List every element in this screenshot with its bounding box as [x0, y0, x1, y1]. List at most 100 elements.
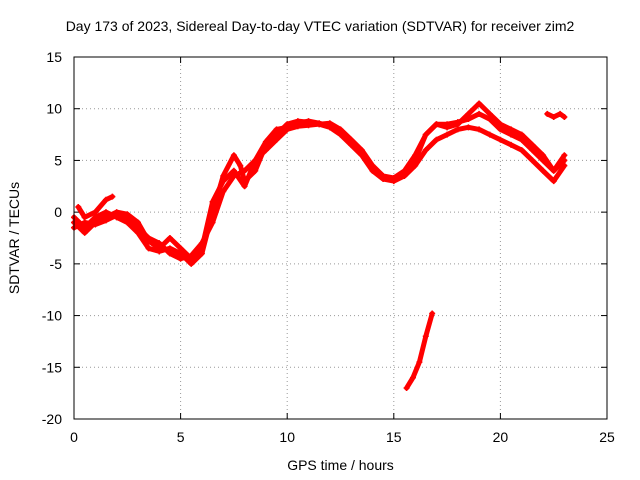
data-point	[81, 229, 88, 236]
data-point	[113, 214, 120, 221]
data-point	[444, 131, 451, 138]
data-point	[92, 214, 99, 221]
x-tick-label: 25	[599, 429, 615, 445]
data-point	[75, 203, 82, 210]
data-series	[71, 100, 568, 391]
y-tick-label: 10	[46, 101, 62, 117]
data-point	[273, 126, 280, 133]
data-point	[166, 250, 173, 257]
x-tick-label: 20	[493, 429, 509, 445]
data-point	[326, 123, 333, 130]
data-point	[497, 126, 504, 133]
data-point	[508, 126, 515, 133]
plot-border	[73, 56, 608, 420]
y-tick-label: -15	[42, 359, 62, 375]
data-point	[508, 131, 515, 138]
data-point	[166, 235, 173, 241]
grid-lines	[74, 57, 607, 419]
data-point	[369, 164, 376, 171]
y-tick-label: 15	[46, 49, 62, 65]
data-point	[433, 121, 440, 128]
data-point	[305, 118, 312, 125]
data-point	[134, 229, 141, 236]
data-point	[561, 152, 568, 159]
data-point	[92, 219, 99, 226]
y-tick-label: -10	[42, 308, 62, 324]
data-point	[433, 136, 440, 143]
data-point	[102, 196, 109, 203]
chart-title: Day 173 of 2023, Sidereal Day-to-day VTE…	[65, 18, 575, 34]
series-line-track-f	[544, 111, 567, 120]
data-point	[497, 121, 504, 128]
data-point	[529, 141, 536, 148]
data-point	[409, 374, 416, 381]
data-point	[486, 110, 493, 117]
data-point	[540, 152, 547, 159]
data-point	[550, 178, 557, 185]
data-point	[476, 110, 483, 117]
data-point	[486, 131, 493, 138]
data-point	[284, 124, 291, 131]
data-point	[390, 176, 397, 183]
data-point	[156, 245, 163, 252]
data-point	[348, 138, 355, 145]
data-point	[412, 157, 419, 164]
data-point	[429, 310, 436, 317]
data-point	[113, 209, 120, 216]
y-tick-label: 5	[54, 152, 62, 168]
data-point	[145, 238, 152, 245]
data-point	[401, 169, 408, 176]
data-point	[550, 113, 557, 120]
x-tick-label: 0	[70, 429, 78, 445]
data-point	[102, 214, 109, 221]
x-tick-label: 15	[386, 429, 402, 445]
axis-ticks: 0 5 10 15 20 25 -20 -15 -10 -5 0 5 10 15	[42, 49, 615, 445]
data-point	[476, 126, 483, 133]
data-point	[188, 255, 195, 262]
data-point	[557, 110, 564, 117]
y-tick-label: -5	[50, 256, 63, 272]
data-point	[102, 209, 109, 216]
data-point	[188, 260, 195, 267]
data-point	[465, 124, 472, 131]
data-point	[544, 110, 551, 117]
x-axis-label: GPS time / hours	[287, 457, 394, 473]
data-point	[209, 198, 216, 205]
data-point	[422, 147, 429, 154]
data-point	[465, 110, 472, 117]
data-point	[316, 120, 323, 127]
data-point	[109, 193, 116, 200]
data-point	[561, 113, 568, 120]
data-point	[497, 136, 504, 143]
data-point	[262, 138, 269, 145]
y-tick-label: -20	[42, 411, 62, 427]
data-point	[220, 178, 227, 185]
data-point	[237, 162, 244, 169]
data-point	[454, 126, 461, 133]
data-point	[540, 167, 547, 174]
data-point	[177, 245, 184, 252]
data-point	[550, 167, 557, 174]
data-point	[422, 333, 429, 340]
data-point	[81, 214, 88, 221]
data-point	[416, 359, 423, 366]
data-point	[241, 183, 248, 190]
data-point	[380, 173, 387, 180]
data-point	[422, 131, 429, 138]
data-point	[529, 157, 536, 164]
data-point	[134, 219, 141, 226]
data-point	[444, 124, 451, 131]
data-point	[294, 120, 301, 127]
data-point	[518, 131, 525, 138]
data-point	[230, 152, 237, 159]
series-line-track-e	[404, 311, 435, 391]
data-point	[124, 211, 131, 218]
data-point	[476, 100, 483, 107]
data-point	[403, 384, 410, 391]
data-point	[124, 219, 131, 226]
data-point	[358, 149, 365, 156]
data-point	[337, 128, 344, 135]
data-point	[198, 245, 205, 252]
data-point	[252, 157, 259, 164]
